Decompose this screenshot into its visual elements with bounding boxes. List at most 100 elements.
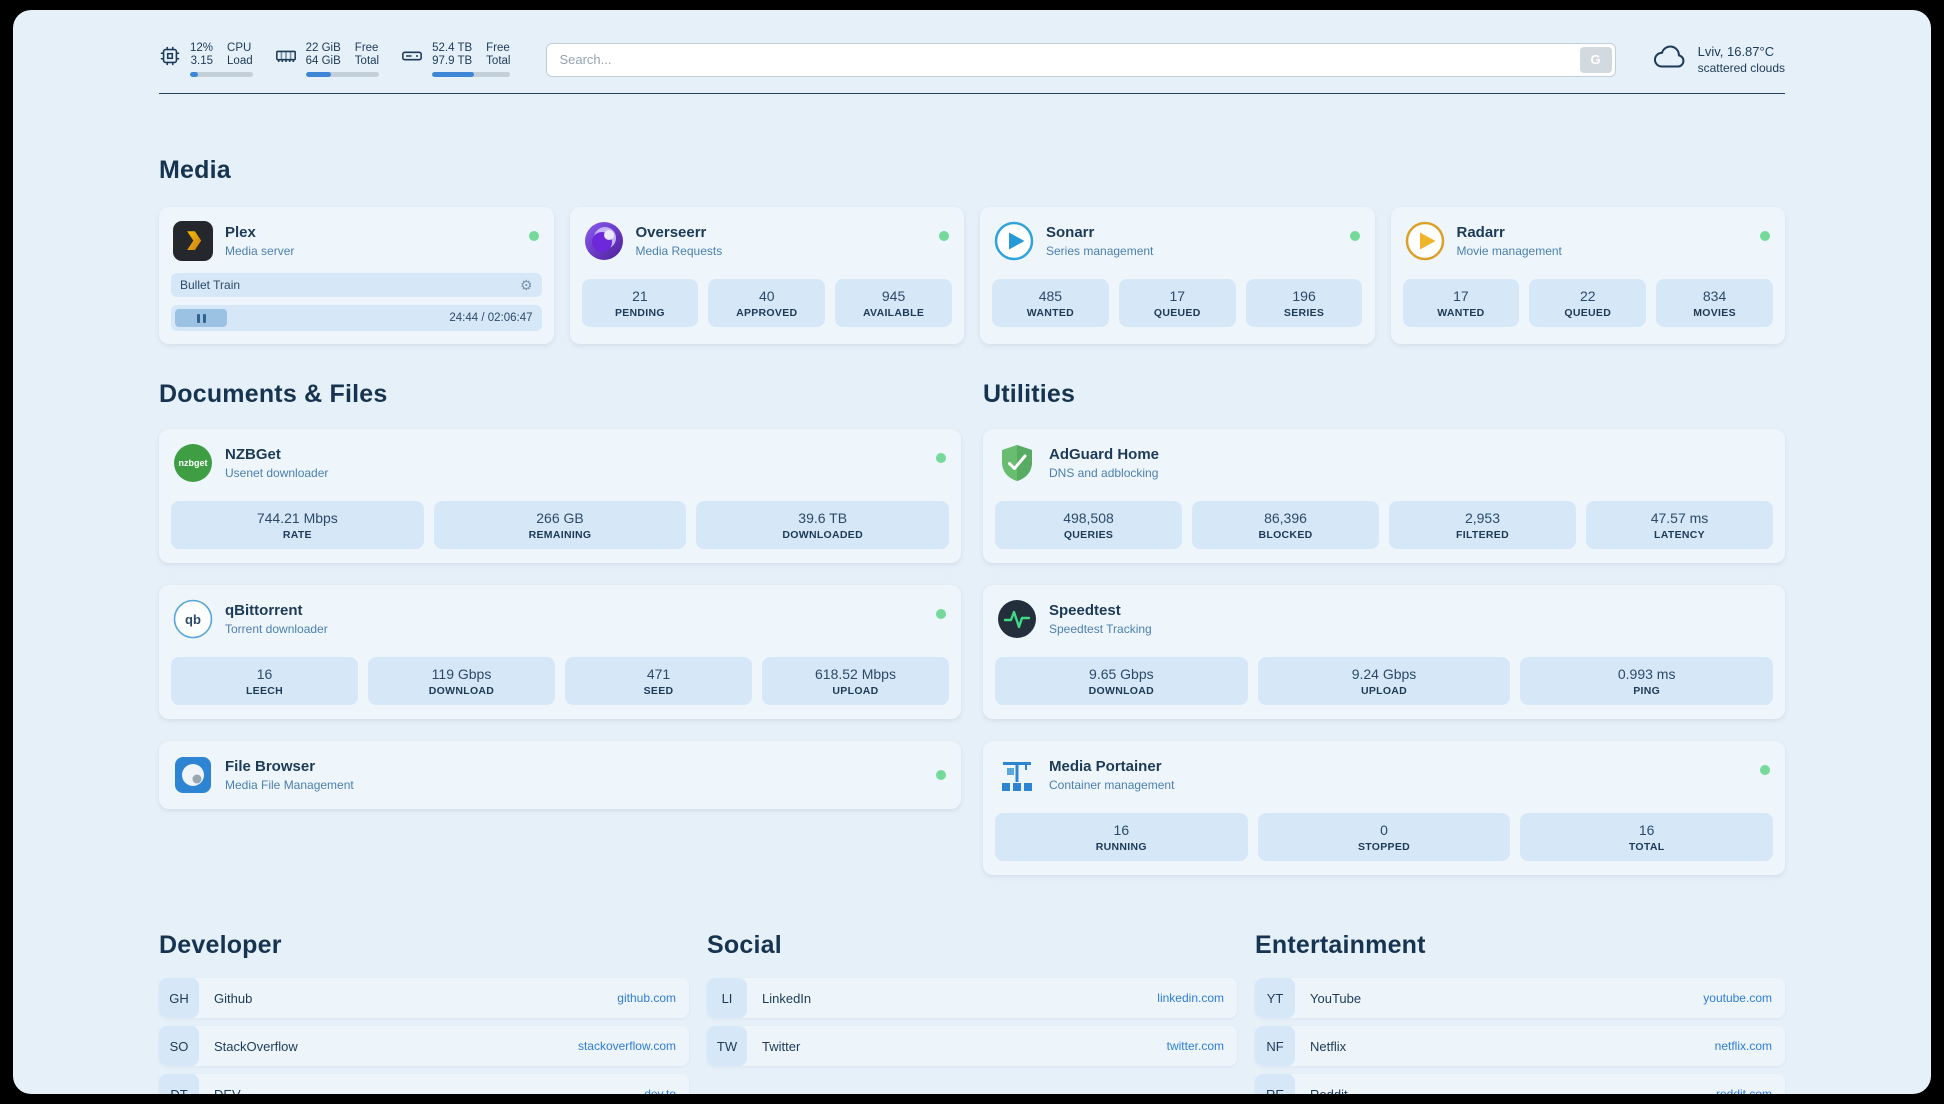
stat-series: 196 SERIES [1245, 279, 1363, 327]
search-bar: G [546, 42, 1616, 77]
bookmark-twitter[interactable]: TW Twitter twitter.com [707, 1026, 1237, 1066]
stat-label: PENDING [614, 307, 665, 319]
bookmark-linkedin[interactable]: LI LinkedIn linkedin.com [707, 978, 1237, 1018]
service-link-adguard[interactable]: AdGuard Home DNS and adblocking [983, 429, 1785, 493]
bookmark-github[interactable]: GH Github github.com [159, 978, 689, 1018]
service-card-filebrowser: File Browser Media File Management [159, 741, 961, 809]
stat-label: WANTED [1026, 307, 1075, 319]
stat-value: 2,953 [1464, 510, 1501, 526]
service-stats: 485 WANTED 17 QUEUED 196 SERIES [980, 271, 1375, 341]
service-link-filebrowser[interactable]: File Browser Media File Management [159, 741, 961, 809]
bookmark-url: twitter.com [1166, 1039, 1224, 1053]
bookmark-netflix[interactable]: NF Netflix netflix.com [1255, 1026, 1785, 1066]
media-group: Plex Media server Bullet Train ⚙ 24:44 /… [159, 207, 1785, 344]
bookmark-stackoverflow[interactable]: SO StackOverflow stackoverflow.com [159, 1026, 689, 1066]
disk-icon [401, 45, 423, 67]
stat-ping: 0.993 ms PING [1520, 657, 1774, 705]
plex-icon [173, 221, 213, 261]
sonarr-icon [994, 221, 1034, 261]
service-stats: 744.21 Mbps RATE 266 GB REMAINING 39.6 T… [159, 493, 961, 563]
service-description: DNS and adblocking [1049, 466, 1159, 480]
search-provider-button[interactable]: G [1579, 46, 1612, 73]
search-input[interactable] [546, 42, 1616, 77]
stat-label: TOTAL [1628, 841, 1665, 853]
service-card-plex: Plex Media server Bullet Train ⚙ 24:44 /… [159, 207, 554, 344]
bookmark-name: Reddit [1310, 1086, 1348, 1095]
status-dot [1349, 231, 1360, 241]
service-link-overseerr[interactable]: Overseerr Media Requests [570, 207, 965, 271]
bookmark-name: StackOverflow [214, 1038, 298, 1054]
settings-gear-icon[interactable]: ⚙ [519, 277, 533, 293]
stat-value: 16 [1113, 822, 1130, 838]
service-description: Media server [225, 244, 295, 258]
stat-value: 17 [1169, 288, 1186, 304]
stat-pending: 21 PENDING [581, 279, 699, 327]
stat-label: UPLOAD [832, 685, 879, 697]
filebrowser-icon [173, 755, 213, 795]
overseerr-icon [584, 221, 624, 261]
stat-queued: 22 QUEUED [1529, 279, 1647, 327]
service-card-overseerr: Overseerr Media Requests 21 PENDING 40 A… [569, 207, 965, 344]
service-link-nzbget[interactable]: nzbget NZBGet Usenet downloader [159, 429, 961, 493]
stat-label: PING [1633, 685, 1661, 697]
speedtest-icon [997, 599, 1037, 639]
status-dot [939, 231, 949, 241]
stat-label: LATENCY [1654, 529, 1705, 541]
bookmark-abbr: NF [1255, 1026, 1295, 1066]
bookmark-name: Github [214, 990, 253, 1006]
pause-button[interactable] [175, 309, 227, 327]
status-dot [936, 609, 946, 619]
stat-value: 21 [632, 288, 648, 304]
service-link-sonarr[interactable]: Sonarr Series management [980, 207, 1375, 271]
stat-label: RATE [282, 529, 312, 541]
bookmark-youtube[interactable]: YT YouTube youtube.com [1255, 978, 1785, 1018]
service-link-radarr[interactable]: Radarr Movie management [1391, 207, 1786, 271]
bookmark-name: Twitter [762, 1038, 801, 1054]
stat-upload: 618.52 Mbps UPLOAD [762, 657, 949, 705]
weather-condition: scattered clouds [1697, 61, 1785, 75]
bookmark-url: reddit.com [1715, 1087, 1772, 1094]
service-name: Overseerr [635, 224, 707, 241]
stat-seed: 471 SEED [565, 657, 752, 705]
status-dot [936, 770, 946, 780]
service-card-speedtest: Speedtest Speedtest Tracking 9.65 Gbps D… [983, 585, 1785, 719]
memory-icon [275, 45, 297, 67]
service-link-portainer[interactable]: Media Portainer Container management [983, 741, 1785, 805]
service-stats: 9.65 Gbps DOWNLOAD 9.24 Gbps UPLOAD 0.99… [983, 649, 1785, 719]
stat-value: 40 [758, 288, 775, 304]
stat-label: AVAILABLE [862, 307, 925, 319]
service-description: Media File Management [225, 778, 354, 792]
stat-label: QUEUED [1564, 307, 1612, 319]
service-name: Sonarr [1046, 224, 1095, 241]
utilities-group: Utilities AdGuard Home DNS and adblockin… [983, 380, 1785, 875]
disk-progress-bar [432, 72, 511, 77]
status-dot [936, 453, 946, 463]
adguard-icon [997, 443, 1037, 483]
stat-label: DOWNLOAD [428, 685, 495, 697]
stat-value: 0.993 ms [1617, 666, 1676, 682]
stat-rate: 744.21 Mbps RATE [171, 501, 424, 549]
stat-movies: 834 MOVIES [1656, 279, 1773, 327]
service-link-plex[interactable]: Plex Media server [159, 207, 554, 271]
stat-value: 16 [256, 666, 273, 682]
service-link-speedtest[interactable]: Speedtest Speedtest Tracking [983, 585, 1785, 649]
cloud-icon [1652, 44, 1688, 75]
bookmark-reddit[interactable]: RE Reddit reddit.com [1255, 1074, 1785, 1094]
memory-total-value: 64 GiB [305, 55, 341, 67]
section-title-entertainment: Entertainment [1255, 931, 1426, 959]
bookmark-url: linkedin.com [1157, 991, 1224, 1005]
stat-stopped: 0 STOPPED [1257, 813, 1511, 861]
section-title-social: Social [707, 931, 782, 959]
bookmark-dev[interactable]: DT DEV dev.to [159, 1074, 689, 1094]
service-name: qBittorrent [225, 602, 303, 619]
service-link-qbittorrent[interactable]: qb qBittorrent Torrent downloader [159, 585, 961, 649]
cpu-widget: 12% CPU 3.15 Load [159, 42, 253, 77]
stat-value: 498,508 [1063, 510, 1114, 526]
qbittorrent-icon: qb [173, 599, 213, 639]
service-card-adguard: AdGuard Home DNS and adblocking 498,508 … [983, 429, 1785, 563]
stat-blocked: 86,396 BLOCKED [1192, 501, 1379, 549]
stat-value: 945 [881, 288, 906, 304]
stat-label: LEECH [245, 685, 284, 697]
status-dot [1760, 765, 1770, 775]
service-description: Usenet downloader [225, 466, 329, 480]
